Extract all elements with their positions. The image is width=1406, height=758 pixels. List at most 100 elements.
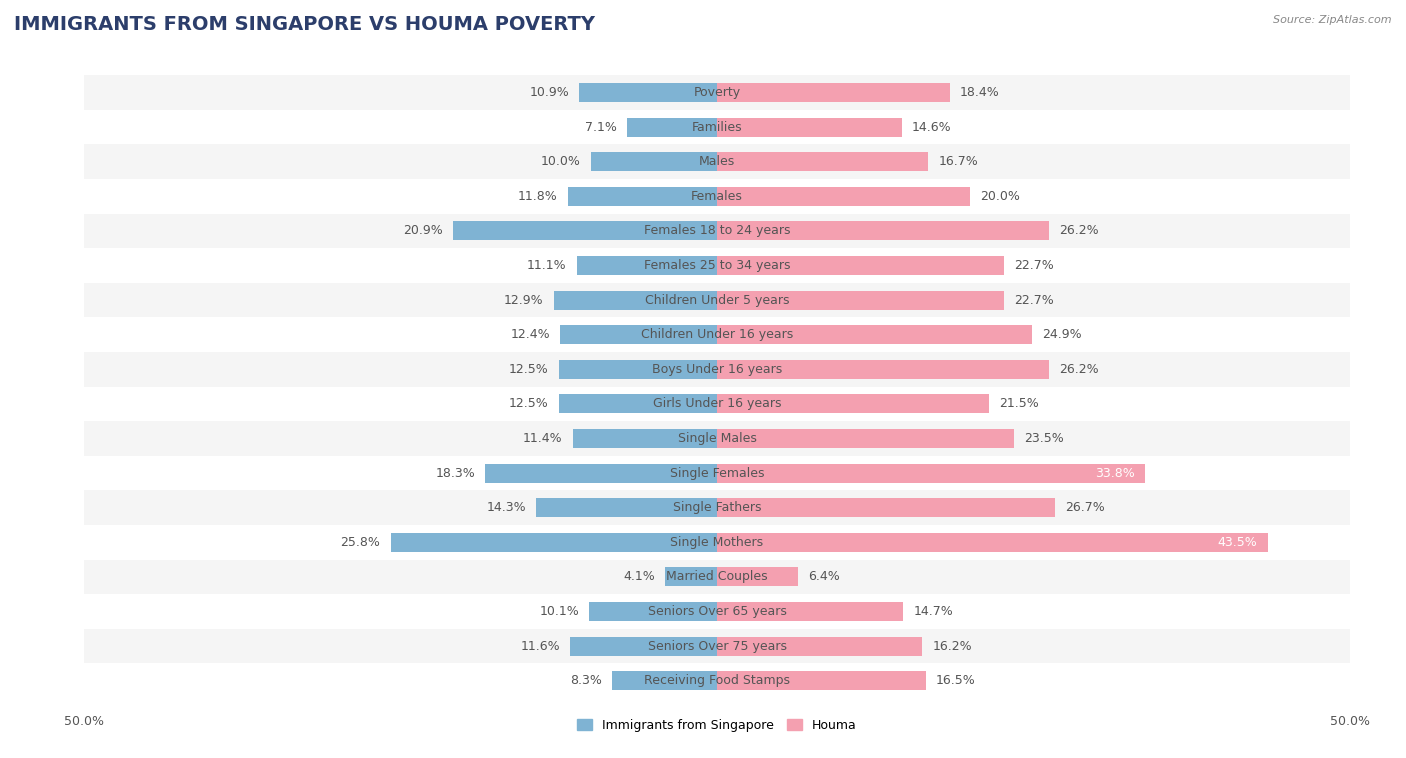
Text: Source: ZipAtlas.com: Source: ZipAtlas.com	[1274, 15, 1392, 25]
Bar	[717, 637, 922, 656]
Bar	[717, 221, 1049, 240]
Text: Children Under 16 years: Children Under 16 years	[641, 328, 793, 341]
Bar	[717, 186, 970, 205]
Text: Single Females: Single Females	[669, 467, 765, 480]
Bar	[84, 456, 1350, 490]
Text: 7.1%: 7.1%	[585, 121, 617, 133]
Bar	[717, 117, 901, 136]
Text: Males: Males	[699, 155, 735, 168]
Bar	[485, 464, 717, 483]
Text: 11.8%: 11.8%	[517, 190, 558, 202]
Text: 11.6%: 11.6%	[520, 640, 560, 653]
Text: 11.1%: 11.1%	[527, 259, 567, 272]
Bar	[717, 360, 1049, 379]
Text: 20.9%: 20.9%	[402, 224, 443, 237]
Bar	[612, 671, 717, 691]
Text: Seniors Over 65 years: Seniors Over 65 years	[648, 605, 786, 618]
Bar	[84, 559, 1350, 594]
Bar	[717, 83, 950, 102]
Text: 12.9%: 12.9%	[505, 293, 544, 306]
Bar	[717, 429, 1015, 448]
Text: 11.4%: 11.4%	[523, 432, 562, 445]
Bar	[84, 629, 1350, 663]
Bar	[84, 318, 1350, 352]
Bar	[717, 533, 1268, 552]
Text: Children Under 5 years: Children Under 5 years	[645, 293, 789, 306]
Bar	[84, 490, 1350, 525]
Text: 10.1%: 10.1%	[540, 605, 579, 618]
Text: 18.4%: 18.4%	[960, 86, 1000, 99]
Bar	[84, 525, 1350, 559]
Text: 12.5%: 12.5%	[509, 397, 548, 410]
Text: 16.5%: 16.5%	[936, 674, 976, 688]
Bar	[717, 671, 927, 691]
Text: Seniors Over 75 years: Seniors Over 75 years	[648, 640, 786, 653]
Bar	[717, 290, 1004, 309]
Text: 22.7%: 22.7%	[1015, 293, 1054, 306]
Bar	[84, 75, 1350, 110]
Text: 14.3%: 14.3%	[486, 501, 526, 514]
Text: Single Males: Single Males	[678, 432, 756, 445]
Text: 16.7%: 16.7%	[939, 155, 979, 168]
Bar	[84, 248, 1350, 283]
Text: 8.3%: 8.3%	[569, 674, 602, 688]
Text: Poverty: Poverty	[693, 86, 741, 99]
Bar	[589, 602, 717, 621]
Text: 23.5%: 23.5%	[1025, 432, 1064, 445]
Bar	[717, 498, 1054, 517]
Bar	[536, 498, 717, 517]
Bar	[591, 152, 717, 171]
Text: 4.1%: 4.1%	[623, 571, 655, 584]
Text: 33.8%: 33.8%	[1095, 467, 1135, 480]
Text: 24.9%: 24.9%	[1042, 328, 1081, 341]
Text: Females: Females	[692, 190, 742, 202]
Bar	[717, 602, 903, 621]
Text: Boys Under 16 years: Boys Under 16 years	[652, 363, 782, 376]
Text: 26.7%: 26.7%	[1066, 501, 1105, 514]
Bar	[84, 214, 1350, 248]
Text: Girls Under 16 years: Girls Under 16 years	[652, 397, 782, 410]
Bar	[717, 464, 1144, 483]
Text: Single Mothers: Single Mothers	[671, 536, 763, 549]
Text: Females 18 to 24 years: Females 18 to 24 years	[644, 224, 790, 237]
Bar	[84, 421, 1350, 456]
Bar	[453, 221, 717, 240]
Text: 43.5%: 43.5%	[1218, 536, 1257, 549]
Text: Receiving Food Stamps: Receiving Food Stamps	[644, 674, 790, 688]
Text: 25.8%: 25.8%	[340, 536, 381, 549]
Bar	[579, 83, 717, 102]
Bar	[572, 429, 717, 448]
Text: 12.5%: 12.5%	[509, 363, 548, 376]
Text: 26.2%: 26.2%	[1059, 224, 1098, 237]
Bar	[627, 117, 717, 136]
Text: 16.2%: 16.2%	[932, 640, 972, 653]
Bar	[391, 533, 717, 552]
Text: 14.6%: 14.6%	[912, 121, 952, 133]
Text: 22.7%: 22.7%	[1015, 259, 1054, 272]
Text: 26.2%: 26.2%	[1059, 363, 1098, 376]
Bar	[84, 387, 1350, 421]
Bar	[84, 352, 1350, 387]
Bar	[554, 290, 717, 309]
Bar	[568, 186, 717, 205]
Bar	[84, 594, 1350, 629]
Text: 10.9%: 10.9%	[529, 86, 569, 99]
Bar	[84, 144, 1350, 179]
Text: 14.7%: 14.7%	[914, 605, 953, 618]
Bar	[717, 152, 928, 171]
Bar	[560, 394, 717, 413]
Text: Single Fathers: Single Fathers	[673, 501, 761, 514]
Text: Families: Families	[692, 121, 742, 133]
Bar	[717, 256, 1004, 275]
Text: 18.3%: 18.3%	[436, 467, 475, 480]
Text: 20.0%: 20.0%	[980, 190, 1021, 202]
Bar	[84, 179, 1350, 214]
Bar	[665, 568, 717, 587]
Text: IMMIGRANTS FROM SINGAPORE VS HOUMA POVERTY: IMMIGRANTS FROM SINGAPORE VS HOUMA POVER…	[14, 15, 595, 34]
Bar	[717, 325, 1032, 344]
Text: 21.5%: 21.5%	[1000, 397, 1039, 410]
Text: Married Couples: Married Couples	[666, 571, 768, 584]
Bar	[560, 325, 717, 344]
Bar	[717, 394, 990, 413]
Text: 12.4%: 12.4%	[510, 328, 550, 341]
